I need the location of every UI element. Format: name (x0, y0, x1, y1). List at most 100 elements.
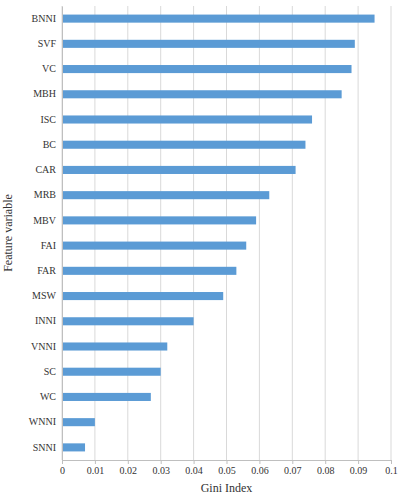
x-axis-line (63, 461, 392, 465)
grid-line (391, 6, 392, 460)
bar (62, 342, 167, 350)
y-tick-label: SNNI (33, 442, 56, 453)
grid-line (292, 6, 293, 460)
y-tick-label: BC (43, 139, 57, 150)
x-tick: 0.04 (185, 460, 203, 476)
y-tick: SC (44, 366, 62, 377)
x-tick: 0.08 (317, 460, 335, 476)
y-tick: VNNI (31, 341, 62, 352)
y-tick: MBV (33, 215, 62, 226)
y-tick-label: SC (44, 366, 57, 377)
x-tick-mark (227, 460, 228, 464)
bar (62, 216, 256, 224)
bar (62, 65, 352, 73)
x-tick-label: 0.1 (385, 465, 398, 476)
y-tick: MBH (33, 88, 62, 99)
y-tick: BNNI (32, 13, 62, 24)
x-tick-mark (128, 460, 129, 464)
bar (62, 115, 312, 123)
y-tick: ISC (40, 114, 62, 125)
grid-line (259, 6, 260, 460)
bar (62, 418, 95, 426)
bar (62, 166, 296, 174)
grid (62, 6, 391, 460)
bar (62, 368, 161, 376)
y-axis: BNNI SVF VC MBH ISC BC CAR MRB MBV FAI FAR MSW INNI V… (29, 7, 63, 461)
bar (62, 15, 375, 23)
y-tick-label: FAI (41, 240, 56, 251)
x-tick: 0 (60, 460, 65, 476)
x-tick: 0.06 (251, 460, 269, 476)
x-tick: 0.1 (385, 460, 398, 476)
y-tick-label: MBV (33, 215, 57, 226)
y-tick-label: MBH (33, 88, 56, 99)
grid-line (193, 6, 194, 460)
y-tick: FAI (41, 240, 62, 251)
bar (62, 443, 85, 451)
y-axis-line (62, 7, 63, 461)
grid-line (160, 6, 161, 460)
x-tick-mark (259, 460, 260, 464)
y-tick-label: FAR (37, 265, 56, 276)
bar (62, 267, 236, 275)
x-tick-label: 0.06 (251, 465, 269, 476)
x-tick-label: 0 (60, 465, 65, 476)
bar (62, 40, 355, 48)
y-tick: MRB (34, 189, 62, 200)
y-tick: INNI (35, 315, 62, 326)
bar (62, 317, 194, 325)
grid-line (358, 6, 359, 460)
bar (62, 393, 151, 401)
x-tick-mark (161, 460, 162, 464)
y-tick-label: VC (42, 63, 56, 74)
x-tick-label: 0.07 (284, 465, 302, 476)
plot: 00.010.020.030.040.050.060.070.080.090.1… (29, 6, 398, 476)
chart: 00.010.020.030.040.050.060.070.080.090.1… (0, 0, 403, 500)
y-tick-label: WC (40, 391, 56, 402)
grid-line (127, 6, 128, 460)
x-tick-mark (325, 460, 326, 464)
x-tick: 0.05 (218, 460, 236, 476)
x-tick-label: 0.09 (350, 465, 368, 476)
x-tick: 0.01 (87, 460, 105, 476)
grid-line (94, 6, 95, 460)
y-tick-label: MRB (34, 189, 57, 200)
bar (62, 292, 223, 300)
x-tick-mark (194, 460, 195, 464)
x-axis: 00.010.020.030.040.050.060.070.080.090.1 (60, 460, 398, 476)
x-tick-mark (358, 460, 359, 464)
bar (62, 242, 246, 250)
grid-line (62, 6, 63, 460)
y-tick: CAR (35, 164, 62, 175)
x-tick-mark (292, 460, 293, 464)
y-tick: WC (40, 391, 62, 402)
x-tick-mark (95, 460, 96, 464)
bar (62, 90, 342, 98)
x-tick-label: 0.08 (317, 465, 335, 476)
y-tick-label: MSW (32, 290, 56, 301)
x-tick-mark (391, 460, 392, 464)
x-tick: 0.07 (284, 460, 302, 476)
grid-line (325, 6, 326, 460)
y-tick: MSW (32, 290, 62, 301)
bars (62, 15, 375, 452)
x-tick: 0.03 (152, 460, 170, 476)
x-tick-mark (62, 460, 63, 464)
y-axis-title: Feature variable (1, 194, 15, 272)
y-tick-label: SVF (38, 38, 57, 49)
y-tick-label: BNNI (32, 13, 56, 24)
x-tick-label: 0.05 (218, 465, 236, 476)
x-tick-label: 0.04 (185, 465, 203, 476)
y-tick-label: CAR (35, 164, 56, 175)
bar (62, 191, 269, 199)
y-tick: SNNI (33, 442, 62, 453)
y-tick-label: INNI (35, 315, 56, 326)
x-axis-title: Gini Index (201, 481, 253, 495)
grid-line (226, 6, 227, 460)
y-tick-label: WNNI (29, 416, 56, 427)
y-tick-label: ISC (40, 114, 56, 125)
y-tick: FAR (37, 265, 62, 276)
y-tick: WNNI (29, 416, 62, 427)
x-tick-label: 0.01 (87, 465, 105, 476)
y-tick-label: VNNI (31, 341, 56, 352)
